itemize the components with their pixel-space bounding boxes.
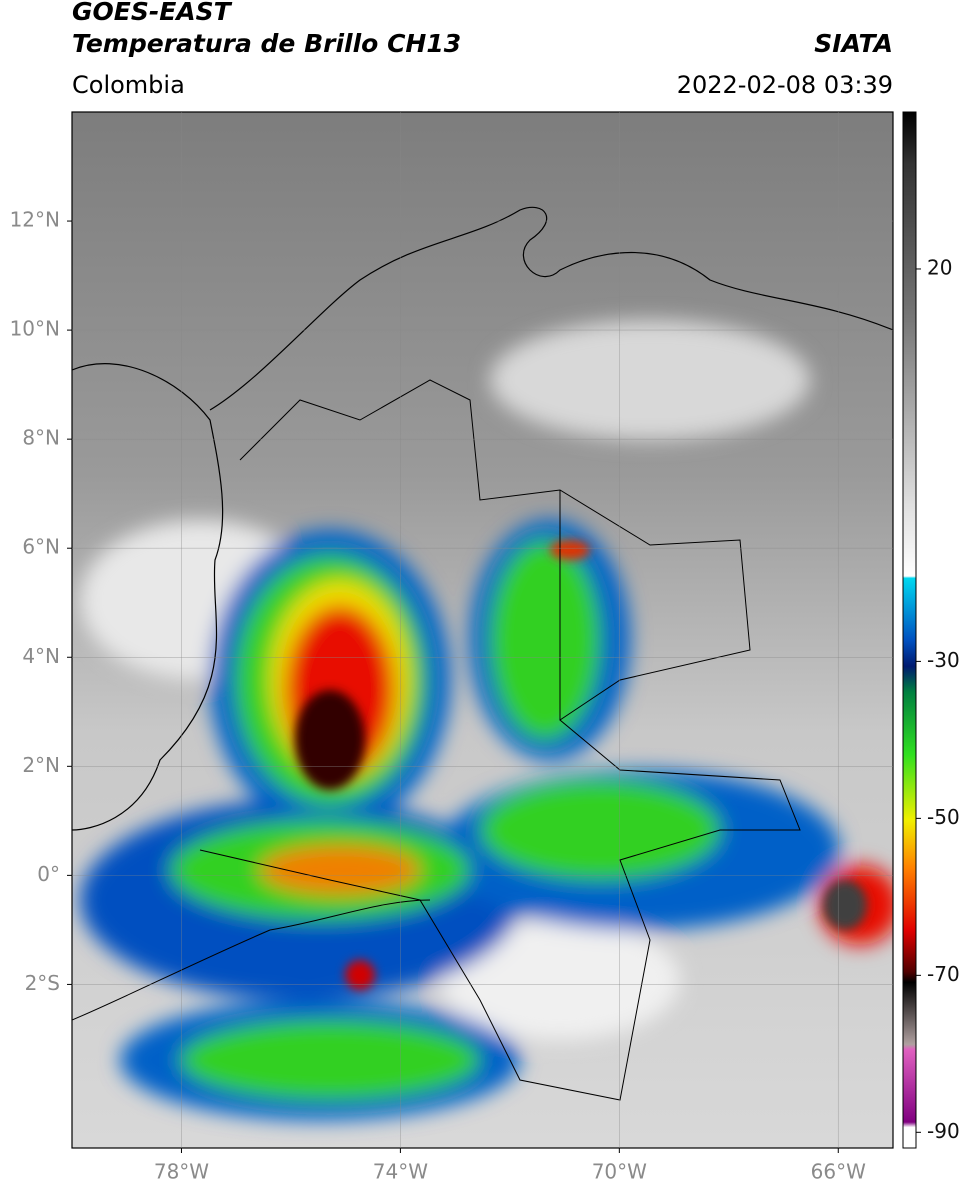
colorbar-tick-label: 20 [927, 255, 952, 279]
colorbar-tick-label: -70 [927, 962, 960, 986]
satellite-image [72, 112, 893, 1148]
colorbar-tick-label: -90 [927, 1119, 960, 1143]
subtitle: Temperatura de Brillo CH13 [72, 29, 461, 58]
x-tick-label: 66°W [811, 1160, 866, 1184]
y-tick-label: 12°N [10, 208, 60, 232]
colorbar-tick-label: -30 [927, 648, 960, 672]
map-frame [71, 111, 894, 1149]
title: GOES-EAST [72, 0, 233, 26]
y-tick-label: 6°N [22, 535, 60, 559]
colorbar-tick-label: -50 [927, 805, 960, 829]
y-tick-label: 2°S [25, 971, 60, 995]
y-tick-label: 0° [37, 862, 60, 886]
source: SIATA [814, 29, 893, 58]
colorbar [902, 111, 917, 1149]
y-tick-label: 2°N [22, 753, 60, 777]
y-tick-label: 4°N [22, 644, 60, 668]
y-tick-label: 10°N [10, 317, 60, 341]
region: Colombia [72, 71, 185, 99]
datetime: 2022-02-08 03:39 [677, 71, 893, 99]
y-tick-label: 8°N [22, 426, 60, 450]
x-tick-label: 74°W [373, 1160, 428, 1184]
x-tick-label: 78°W [154, 1160, 209, 1184]
x-tick-label: 70°W [592, 1160, 647, 1184]
